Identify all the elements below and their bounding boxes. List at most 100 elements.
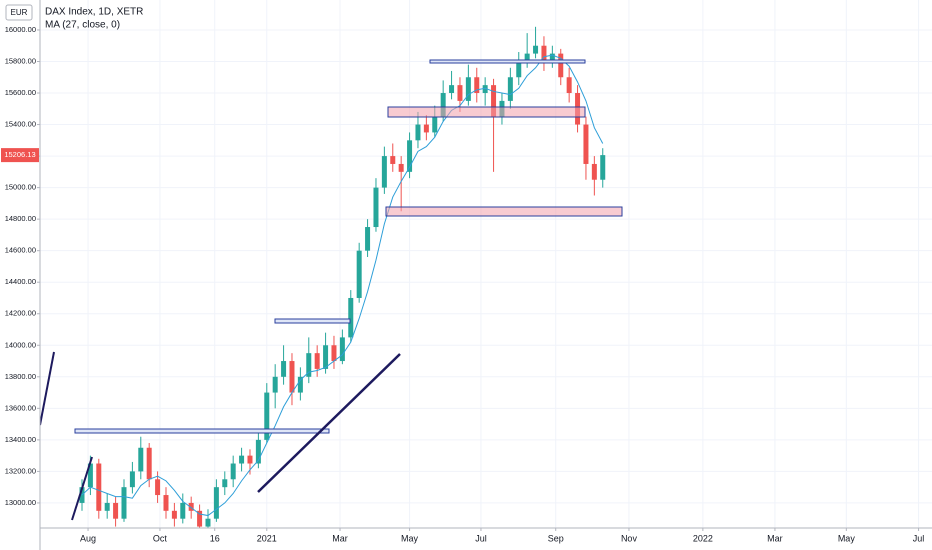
candle-body	[390, 156, 396, 164]
candle-body	[188, 502, 194, 511]
candle-body	[365, 227, 371, 251]
candle-body	[457, 85, 463, 101]
x-tick-label: 2021	[257, 533, 277, 543]
candle-body	[507, 77, 513, 101]
candle-body	[171, 510, 177, 519]
y-tick-label: 13000.00	[5, 498, 36, 507]
candle-body	[524, 53, 530, 62]
zone-rect	[429, 59, 586, 64]
y-tick-label: 15600.00	[5, 88, 36, 97]
chart-title: DAX Index, 1D, XETR	[45, 7, 143, 18]
candle-body	[121, 487, 127, 519]
zone-rect	[385, 206, 623, 217]
candle-body	[566, 77, 572, 94]
y-tick-label: 14800.00	[5, 214, 36, 223]
candle-body	[558, 53, 564, 78]
candle-body	[474, 77, 480, 94]
y-tick-label: 15000.00	[5, 183, 36, 192]
y-tick-label: 14000.00	[5, 340, 36, 349]
candle-body	[373, 187, 379, 228]
candle-body	[87, 463, 93, 488]
y-tick-label: 15800.00	[5, 56, 36, 65]
candle-body	[230, 463, 236, 480]
x-tick-label: May	[838, 533, 856, 543]
candle-body	[163, 495, 169, 511]
candle-body	[155, 479, 161, 496]
candle-body	[104, 502, 110, 511]
candle-body	[407, 140, 413, 172]
candle-body	[381, 156, 387, 188]
candle-body	[281, 361, 287, 377]
candle-body	[113, 502, 119, 519]
candle-body	[96, 463, 102, 511]
y-tick-label: 13400.00	[5, 435, 36, 444]
candle-body	[297, 376, 303, 393]
x-tick-label: 2022	[693, 533, 713, 543]
candle-body	[423, 124, 429, 133]
y-tick-label: 15400.00	[5, 120, 36, 129]
candle-body	[180, 502, 186, 519]
candle-body	[289, 361, 295, 393]
candle-body	[339, 337, 345, 362]
zone-rect	[387, 106, 586, 118]
candle-body	[491, 85, 497, 117]
candle-body	[583, 124, 589, 164]
trend-line	[71, 456, 93, 521]
moving-average	[81, 54, 604, 517]
candle-body	[541, 45, 547, 62]
last-price-box	[1, 148, 39, 163]
candle-body	[440, 93, 446, 117]
y-tick-label: 14600.00	[5, 246, 36, 255]
candle-body	[323, 345, 329, 369]
candle-body	[348, 297, 354, 338]
candle-body	[465, 77, 471, 101]
candle-body	[415, 124, 421, 141]
candle-body	[239, 455, 245, 464]
candle-body	[533, 45, 539, 54]
candle-body	[264, 392, 270, 440]
candle-body	[549, 53, 555, 62]
y-tick-label: 14400.00	[5, 277, 36, 286]
x-tick-label: Mar	[767, 533, 783, 543]
y-tick-label: 13800.00	[5, 372, 36, 381]
candle-body	[138, 447, 144, 472]
y-tick-label: 16000.00	[5, 25, 36, 34]
x-tick-label: Sep	[548, 533, 564, 543]
zone-rect	[274, 318, 351, 324]
candle-body	[600, 155, 606, 180]
x-tick-label: Aug	[80, 533, 96, 543]
candle-body	[222, 479, 228, 488]
currency: EUR	[11, 8, 28, 17]
x-tick-label: Nov	[621, 533, 638, 543]
candle-body	[272, 376, 278, 393]
axes: 13000.00 13200.00 13400.00 13600.00 13800.00…	[1, 25, 924, 543]
candle-body	[482, 85, 488, 94]
candle-body	[398, 163, 404, 172]
candle-body	[146, 447, 152, 480]
candle-body	[591, 163, 597, 180]
candle-body	[449, 85, 455, 94]
trend-line	[40, 351, 55, 426]
candle-body	[516, 61, 522, 78]
last-price-label: 15206.13	[4, 150, 35, 159]
currency-box[interactable]	[5, 4, 33, 21]
candle-body	[255, 439, 261, 464]
indicator-label: MA (27, close, 0)	[45, 20, 120, 31]
x-tick-label: Mar	[332, 533, 348, 543]
candle-body	[432, 116, 438, 133]
candle-body	[356, 250, 362, 298]
x-tick-label: Jul	[913, 533, 925, 543]
x-tick-label: 16	[210, 533, 220, 543]
x-tick-label: Jul	[475, 533, 487, 543]
drawings	[40, 59, 623, 521]
candle-body	[129, 471, 135, 488]
x-tick-label: May	[401, 533, 419, 543]
candle-body	[205, 518, 211, 527]
zone-rect	[74, 428, 330, 434]
candle-body	[247, 455, 253, 464]
x-tick-label: Oct	[153, 533, 168, 543]
candle-body	[314, 353, 320, 369]
y-tick-label: 14200.00	[5, 309, 36, 318]
candle-body	[331, 345, 337, 362]
